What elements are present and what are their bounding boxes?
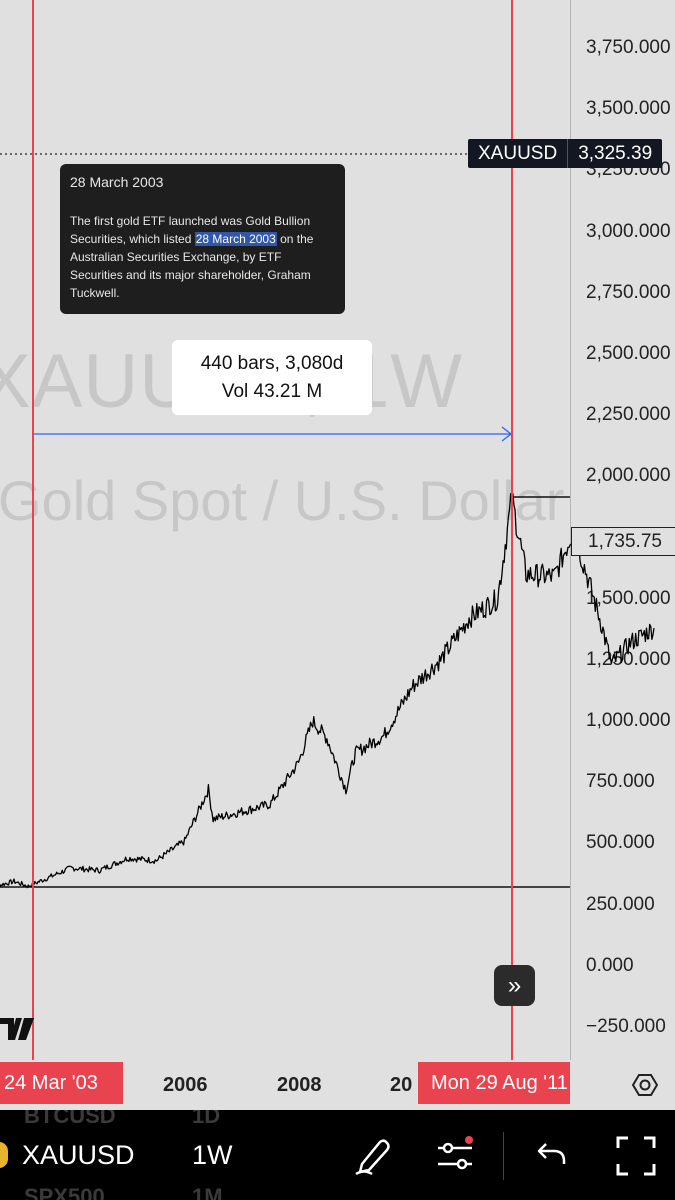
measure-volume: Vol 43.21 M (221, 381, 323, 402)
time-label-20: 20 (390, 1074, 413, 1096)
price-tick-label: 2,500.000 (586, 342, 671, 364)
time-axis[interactable]: 24 Mar '03 2006 2008 20 Mon 29 Aug '11 (0, 1060, 675, 1110)
price-tick-label: 2,750.000 (586, 281, 671, 303)
price-tick-label: 3,500.000 (586, 98, 671, 120)
bottom-toolbar: BTCUSD 1D XAUUSD 1W SPX500 1M (0, 1110, 675, 1200)
sliders-icon[interactable] (436, 1136, 476, 1176)
time-label-2008: 2008 (277, 1074, 322, 1096)
start-marker-line[interactable] (32, 0, 34, 1060)
current-price-symbol: XAUUSD (468, 139, 569, 168)
end-marker-line[interactable] (511, 0, 513, 1060)
plot-area[interactable]: XAUUSD, 1W Gold Spot / U.S. Dollar 3,750… (0, 0, 675, 1060)
tooltip-body: The first gold ETF launched was Gold Bul… (70, 212, 335, 302)
symbol-coin-icon (0, 1142, 8, 1168)
pencil-icon[interactable] (354, 1136, 394, 1176)
chart-area[interactable]: XAUUSD, 1W Gold Spot / U.S. Dollar 3,750… (0, 0, 675, 1110)
price-tick-label: 250.000 (586, 893, 655, 915)
price-series-line (0, 492, 655, 889)
price-tick-label: 500.000 (586, 832, 655, 854)
toolbar-separator (503, 1132, 504, 1180)
chart-svg (0, 153, 655, 889)
price-tick-label: 2,000.000 (586, 465, 671, 487)
price-axis-border (570, 0, 571, 1060)
settings-icon[interactable] (632, 1072, 658, 1098)
price-tick-label: 1,250.000 (586, 648, 671, 670)
time-label-2006: 2006 (163, 1074, 208, 1096)
last-bar-price-box: 1,735.75 (571, 527, 675, 556)
symbol-selector[interactable]: XAUUSD (22, 1140, 135, 1170)
current-price-value: 3,325.39 (578, 142, 653, 164)
price-tick-label: 3,000.000 (586, 220, 671, 242)
tooltip-body-pre: The first gold ETF launched was Gold Bul… (70, 214, 311, 246)
price-tick-label: 1,500.000 (586, 587, 671, 609)
timeframe-selector[interactable]: 1W (192, 1140, 233, 1170)
ghost-tf-above: 1D (192, 1110, 221, 1128)
price-tick-label: 1,000.000 (586, 710, 671, 732)
price-tick-label: 0.000 (586, 954, 634, 976)
tooltip-body-post: on the Australian Securities Exchange, b… (70, 232, 314, 300)
watermark-subtitle: Gold Spot / U.S. Dollar (0, 469, 565, 532)
price-tick-label: 3,750.000 (586, 37, 671, 58)
tooltip-title: 28 March 2003 (70, 174, 164, 190)
price-tick-label: −250.000 (586, 1016, 666, 1037)
end-date-badge: Mon 29 Aug '11 (418, 1062, 570, 1104)
ghost-tf-below: 1M (192, 1184, 223, 1200)
current-price-tag: XAUUSD 3,325.39 (468, 139, 663, 168)
ghost-symbol-below: SPX500 (24, 1184, 105, 1200)
start-date-badge: 24 Mar '03 (0, 1062, 123, 1104)
undo-icon[interactable] (536, 1136, 570, 1176)
event-tooltip: 28 March 2003 The first gold ETF launche… (60, 164, 345, 314)
fullscreen-icon[interactable] (616, 1136, 656, 1176)
price-tick-label: 2,250.000 (586, 404, 671, 426)
tradingview-logo (0, 1018, 34, 1040)
fast-forward-icon[interactable]: » (494, 965, 535, 1006)
measure-bars: 440 bars, 3,080d (200, 353, 344, 374)
ghost-symbol-above: BTCUSD (24, 1110, 116, 1128)
tooltip-highlight: 28 March 2003 (194, 232, 277, 246)
measure-label: 440 bars, 3,080d Vol 43.21 M (172, 340, 372, 415)
measure-arrow (33, 426, 513, 442)
price-tick-label: 750.000 (586, 771, 655, 793)
